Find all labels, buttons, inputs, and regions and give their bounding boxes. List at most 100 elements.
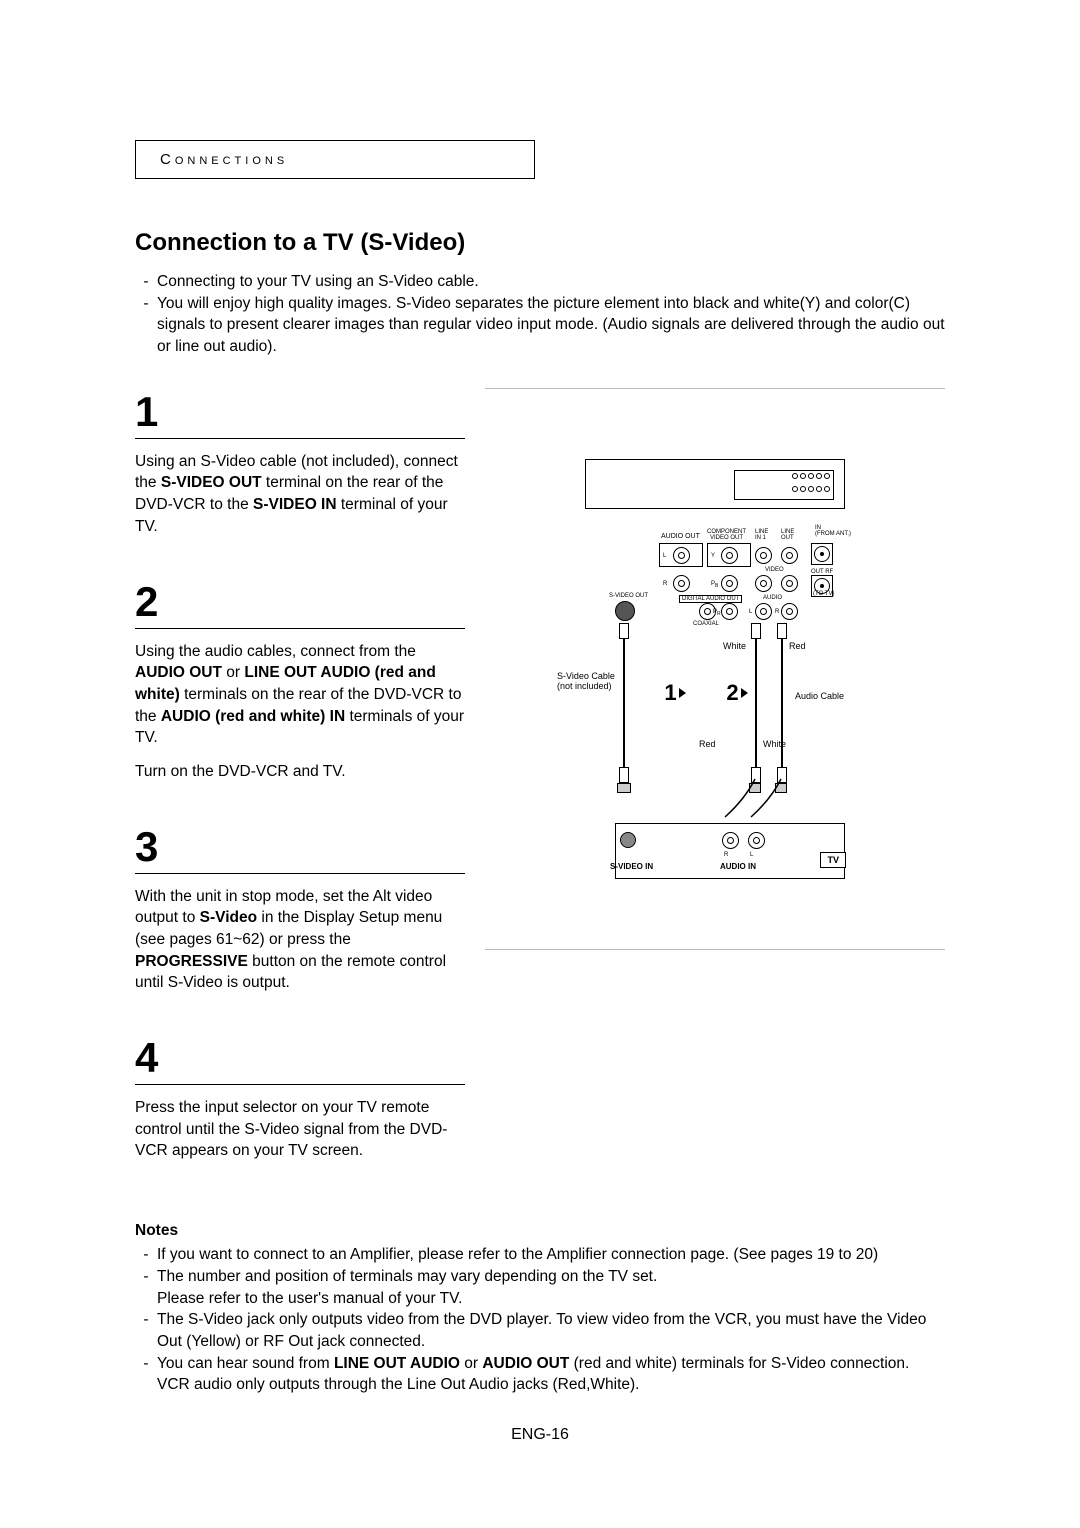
lbl-red-bot: Red — [699, 739, 716, 749]
jack-line-in1-v — [755, 547, 772, 564]
cable-svideo — [623, 624, 625, 779]
note-item: Please refer to the user's manual of you… — [135, 1288, 945, 1310]
step-text: AUDIO OUT — [135, 664, 222, 681]
step: 2 Using the audio cables, connect from th… — [135, 578, 465, 783]
dash: - — [135, 1353, 157, 1396]
steps-area: 1 Using an S-Video cable (not included), … — [135, 388, 945, 1202]
jack-pr — [721, 603, 738, 620]
rear-panel: AUDIO OUT COMPONENTVIDEO OUT LINEIN 1 LI… — [613, 539, 843, 619]
step-text: S-Video — [200, 909, 257, 926]
intro-item: -Connecting to your TV using an S-Video … — [135, 271, 945, 293]
jack-pb — [721, 575, 738, 592]
step-arrow-2: 2 — [723, 679, 751, 707]
lbl-svideo-cable: S-Video Cable(not included) — [557, 671, 615, 691]
dvd-dots-row1 — [792, 473, 830, 479]
tv-lbl-R: R — [724, 852, 728, 858]
tv-label: TV — [820, 852, 846, 868]
note-item: -The number and position of terminals ma… — [135, 1266, 945, 1288]
tv-audio-r — [722, 832, 739, 849]
jack-rf-out — [811, 575, 833, 597]
tv-audio-in: AUDIO IN — [720, 862, 756, 871]
num-1: 1 — [664, 680, 676, 706]
step: 3 With the unit in stop mode, set the Alt… — [135, 823, 465, 994]
dash: - — [135, 1244, 157, 1266]
jack-ant-in — [811, 543, 833, 565]
cable-cross — [715, 759, 795, 823]
step: 4 Press the input selector on your TV rem… — [135, 1034, 465, 1162]
step-number: 2 — [135, 578, 465, 629]
notes-title: Notes — [135, 1222, 945, 1240]
lbl-L2: L — [749, 609, 752, 615]
cable-red-top — [781, 623, 783, 779]
lbl-white-bot: White — [763, 739, 786, 749]
step: 1 Using an S-Video cable (not included), … — [135, 388, 465, 538]
dash: - — [135, 293, 157, 358]
intro-list: -Connecting to your TV using an S-Video … — [135, 271, 945, 358]
lbl-digital-audio: DIGITAL AUDIO OUT — [679, 595, 742, 603]
diagram-column: AUDIO OUT COMPONENTVIDEO OUT LINEIN 1 LI… — [465, 388, 945, 1202]
lbl-R: R — [663, 581, 667, 587]
jack-audio-l2 — [755, 603, 772, 620]
step-body: Using the audio cables, connect from the… — [135, 641, 465, 749]
step-extra: Turn on the DVD-VCR and TV. — [135, 761, 465, 783]
step-number: 1 — [135, 388, 465, 439]
plug-svideo-bottom — [619, 767, 629, 783]
num-2: 2 — [726, 680, 738, 706]
divider-bottom — [485, 949, 945, 950]
plug-red-top — [777, 623, 787, 639]
divider-top — [485, 388, 945, 389]
step-body: Using an S-Video cable (not included), c… — [135, 451, 465, 538]
step-number: 3 — [135, 823, 465, 874]
lbl-L: L — [663, 553, 666, 559]
lbl-audio-out: AUDIO OUT — [661, 533, 700, 540]
lbl-in-ant: IN(FROM ANT.) — [815, 525, 851, 537]
section-label: Connections — [135, 140, 535, 179]
jack-svideo — [615, 601, 635, 621]
note-item: -You can hear sound from LINE OUT AUDIO … — [135, 1353, 945, 1396]
step-text: S-VIDEO OUT — [161, 474, 262, 491]
note-text: You can hear sound from LINE OUT AUDIO o… — [157, 1353, 945, 1396]
jack-line-out-a — [781, 575, 798, 592]
notes-list: -If you want to connect to an Amplifier,… — [135, 1244, 945, 1396]
tv-svideo-jack — [620, 832, 636, 848]
lbl-Pr: PR — [713, 609, 721, 617]
tv-rear: R L S-VIDEO IN AUDIO IN TV — [615, 823, 845, 879]
jack-audio-l — [673, 547, 690, 564]
dash: - — [135, 1266, 157, 1288]
section-label-text: Connections — [160, 151, 288, 168]
lbl-red-top: Red — [789, 641, 806, 651]
tv-lbl-L: L — [750, 852, 753, 858]
jack-line-in1-a — [755, 575, 772, 592]
connection-diagram: AUDIO OUT COMPONENTVIDEO OUT LINEIN 1 LI… — [575, 459, 855, 879]
steps-column: 1 Using an S-Video cable (not included), … — [135, 388, 465, 1202]
step-number: 4 — [135, 1034, 465, 1085]
tv-svideo-in: S-VIDEO IN — [610, 862, 653, 871]
lbl-Pb: PB — [711, 581, 718, 589]
step-text: Press the input selector on your TV remo… — [135, 1099, 447, 1159]
note-item: -If you want to connect to an Amplifier,… — [135, 1244, 945, 1266]
lbl-R2: R — [775, 609, 779, 615]
plug-svideo-top — [619, 623, 629, 639]
page-title: Connection to a TV (S-Video) — [135, 229, 945, 257]
step-body: Press the input selector on your TV remo… — [135, 1097, 465, 1162]
note-text: The S-Video jack only outputs video from… — [157, 1309, 945, 1352]
lbl-audio-cable: Audio Cable — [795, 691, 844, 701]
page-number: ENG-16 — [135, 1426, 945, 1444]
note-item: -The S-Video jack only outputs video fro… — [135, 1309, 945, 1352]
dash: - — [135, 271, 157, 293]
step-text: Using the audio cables, connect from the — [135, 643, 416, 660]
note-text: The number and position of terminals may… — [157, 1266, 657, 1288]
step-body: With the unit in stop mode, set the Alt … — [135, 886, 465, 994]
lbl-svideo-out: S-VIDEO OUT — [609, 593, 648, 599]
dvd-vcr-rear — [585, 459, 845, 509]
note-text: If you want to connect to an Amplifier, … — [157, 1244, 878, 1266]
lbl-Y: Y — [711, 553, 715, 559]
jack-line-out-v — [781, 547, 798, 564]
lbl-video: VIDEO — [765, 567, 784, 573]
step-text: PROGRESSIVE — [135, 953, 248, 970]
plug-end-svideo — [617, 783, 631, 793]
lbl-audio: AUDIO — [763, 595, 782, 601]
step-text: AUDIO (red and white) IN — [161, 708, 345, 725]
intro-text: Connecting to your TV using an S-Video c… — [157, 271, 479, 293]
step-text: S-VIDEO IN — [253, 496, 337, 513]
